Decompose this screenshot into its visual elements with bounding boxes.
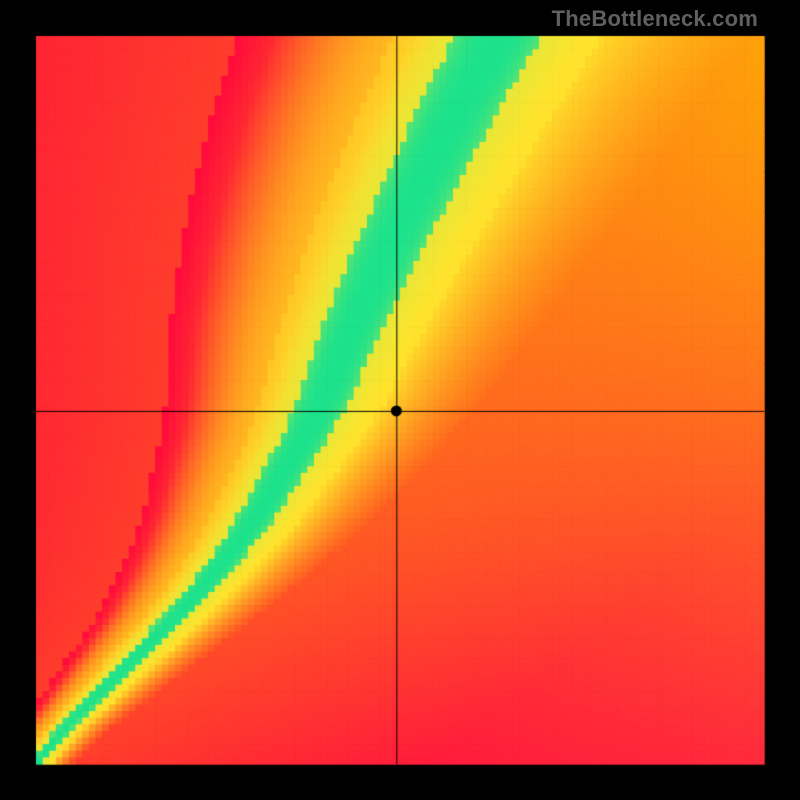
source-watermark: TheBottleneck.com bbox=[552, 6, 758, 32]
chart-container: TheBottleneck.com bbox=[0, 0, 800, 800]
bottleneck-heatmap-canvas bbox=[0, 0, 800, 800]
